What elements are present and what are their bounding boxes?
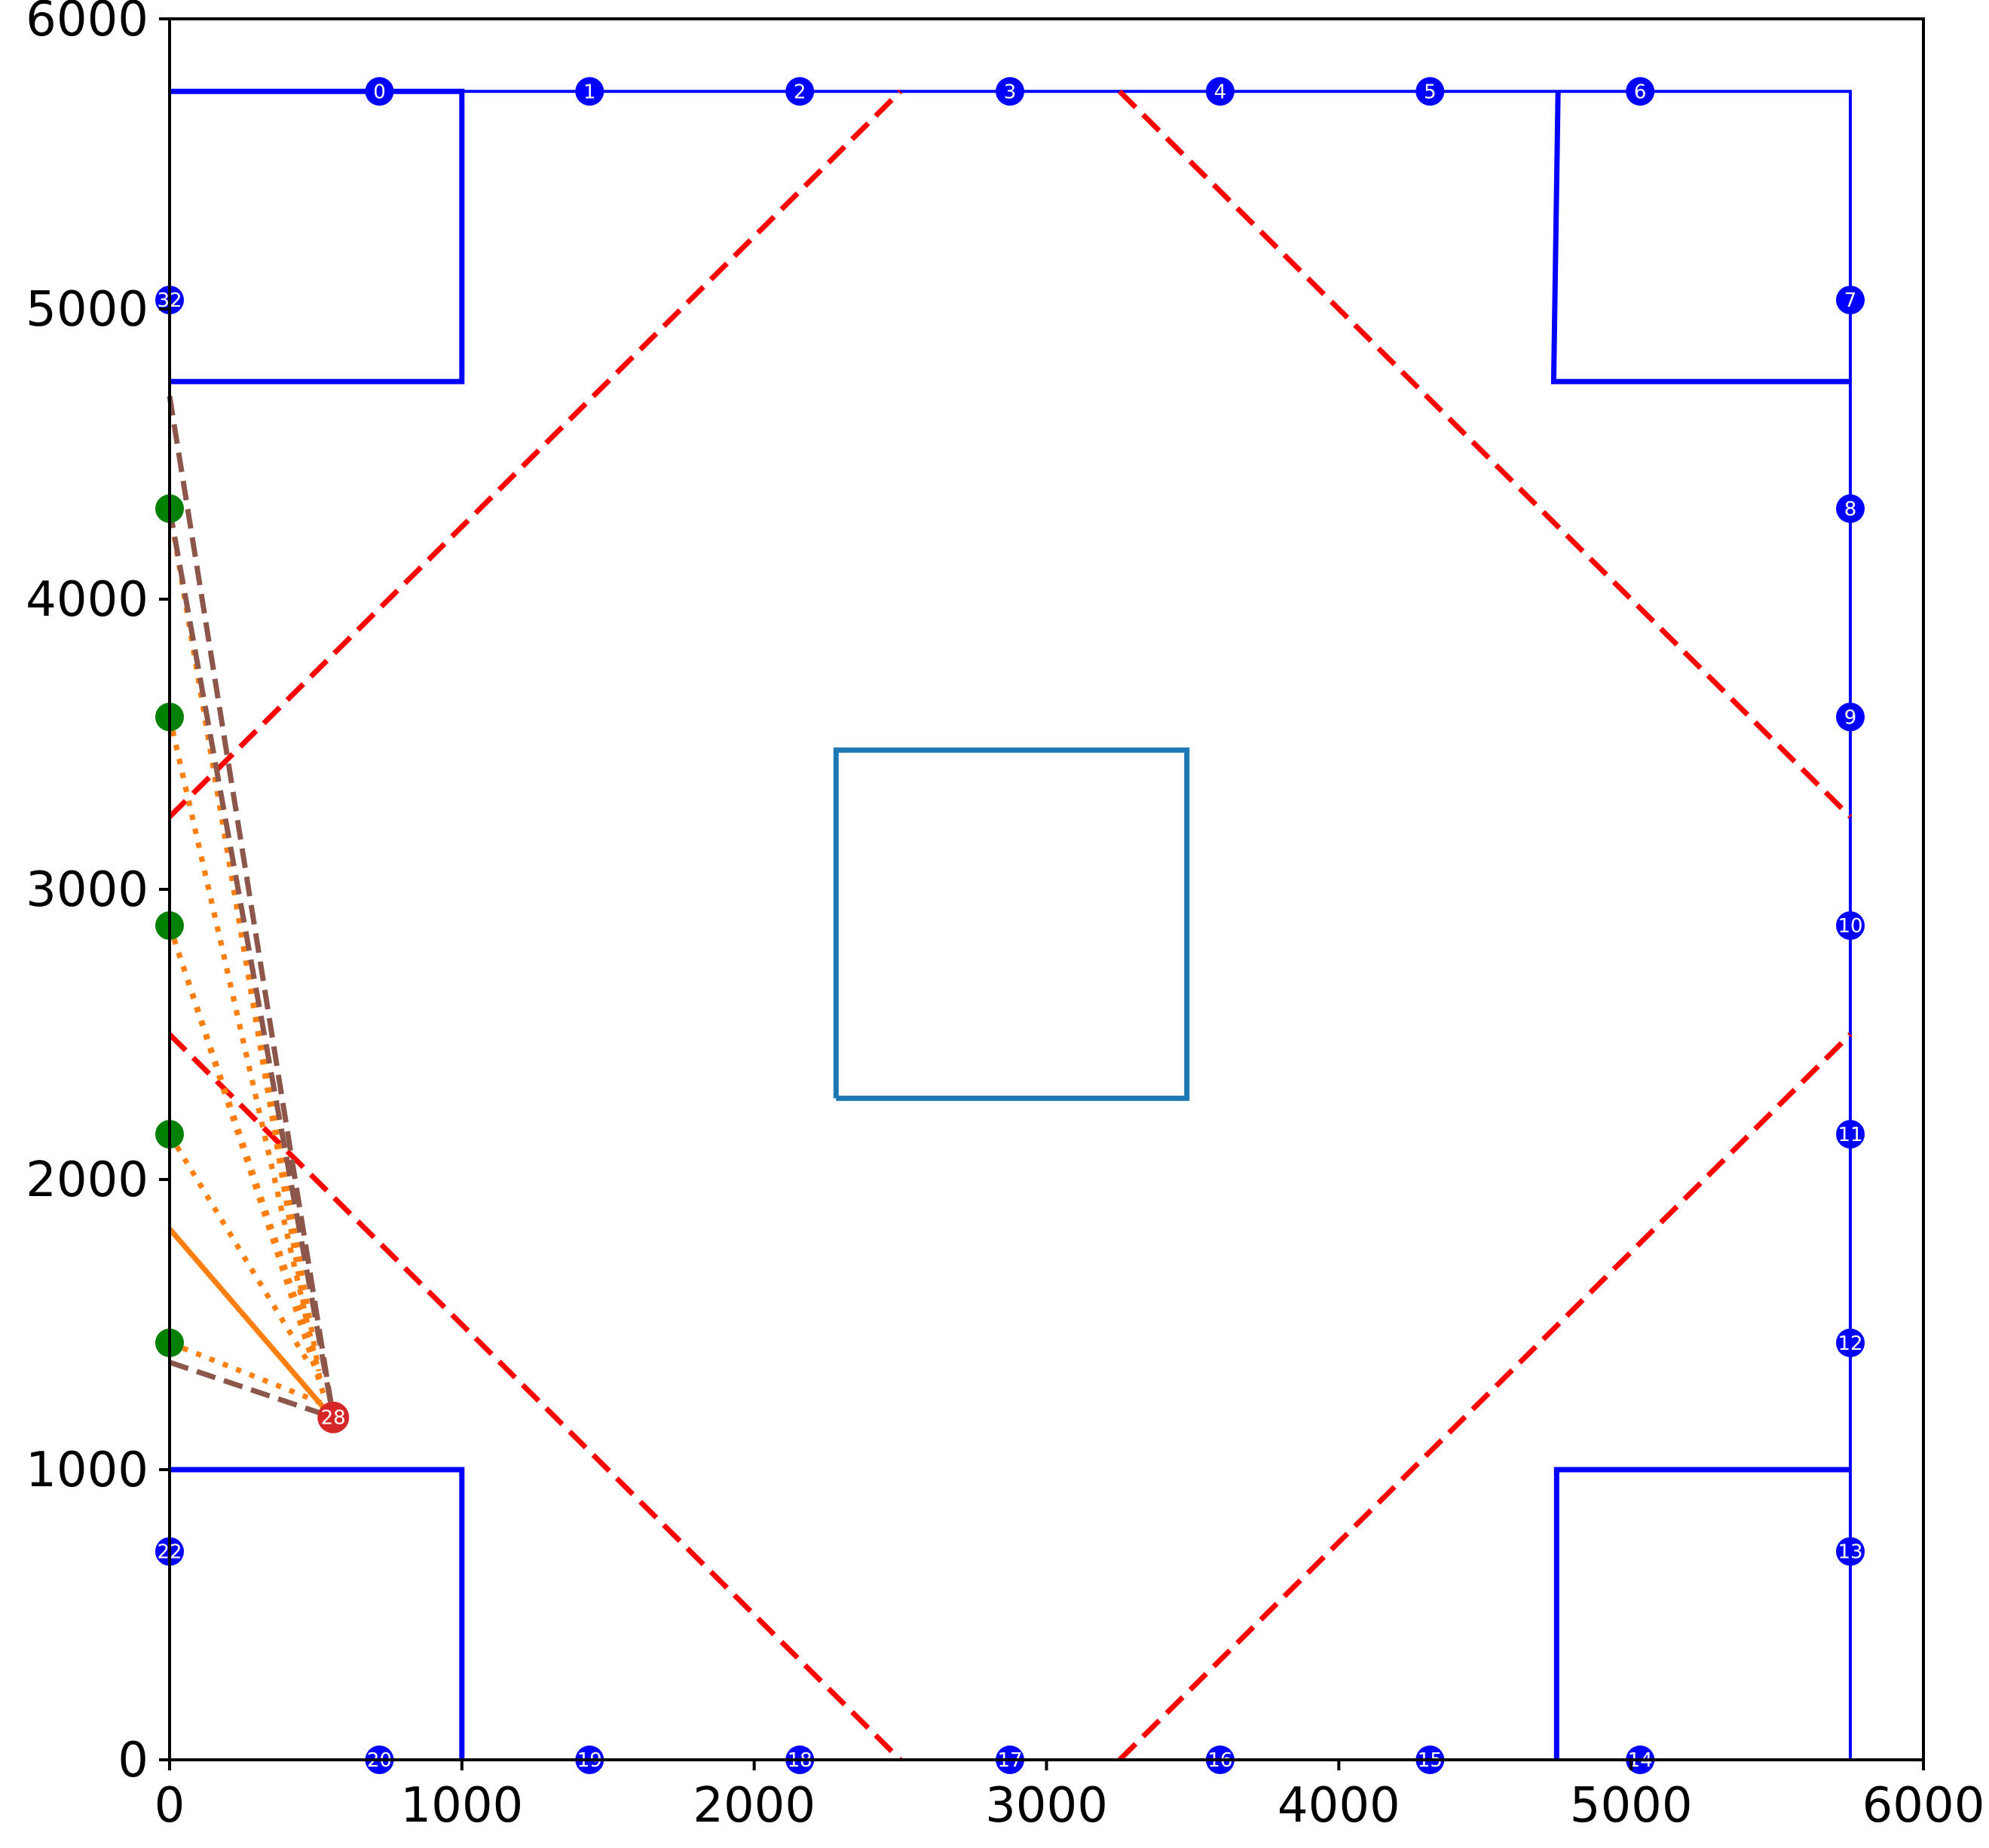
red-dashed-line-3 (1117, 1033, 1853, 1762)
x-tick-label-2: 2000 (693, 1778, 815, 1834)
node-marker-0 (365, 77, 394, 106)
node-marker-2 (785, 77, 815, 106)
node-label-13: 13 (1838, 1541, 1862, 1564)
node-marker-5 (1415, 77, 1445, 106)
y-tick-label-4: 4000 (26, 572, 148, 628)
node-label-6: 6 (1634, 81, 1647, 103)
x-tick-label-6: 6000 (1862, 1778, 1985, 1834)
center-obstacle (833, 747, 1190, 1101)
node-marker-1 (575, 77, 604, 106)
node-label-8: 8 (1844, 498, 1857, 521)
brown-dashed-path-2 (168, 1360, 335, 1421)
orange-dotted-path-5 (167, 925, 327, 1398)
brown-dashed-path-1 (167, 508, 336, 1418)
x-tick-label-5: 5000 (1570, 1778, 1693, 1834)
orange-solid-path-0 (167, 1227, 327, 1411)
node-label-0: 0 (373, 81, 386, 103)
node-label-4: 4 (1214, 81, 1227, 103)
corner-room-1 (1550, 91, 1850, 384)
node-label-7: 7 (1844, 289, 1857, 312)
orange-dotted-path-6 (167, 1133, 313, 1367)
node-marker-12 (1836, 1328, 1865, 1357)
y-tick-label-2: 2000 (26, 1152, 148, 1208)
orange-dotted-path-7 (168, 1340, 323, 1406)
node-marker-8 (1836, 494, 1865, 523)
orange-dotted-path-4 (167, 925, 319, 1360)
red-dashed-line-1 (1117, 89, 1853, 819)
x-tick-label-3: 3000 (985, 1778, 1108, 1834)
node-marker-9 (1836, 702, 1865, 732)
y-tick-label-6: 6000 (26, 0, 148, 47)
node-label-2: 2 (794, 81, 806, 103)
y-tick-label-1: 1000 (26, 1443, 148, 1498)
y-tick-label-5: 5000 (26, 282, 148, 338)
node-label-1: 1 (583, 81, 596, 103)
lines-layer (167, 89, 1853, 1762)
node-marker-13 (1836, 1537, 1865, 1566)
node-marker-6 (1626, 77, 1655, 106)
corner-room-0 (170, 88, 465, 384)
node-marker-7 (1836, 286, 1865, 315)
red-dashed-line-2 (167, 1033, 903, 1762)
axes-frame (168, 17, 1925, 1761)
node-label-11: 11 (1838, 1124, 1862, 1146)
axes-layer: 0 1000 2000 3000 4000 5000 6000010002000300040… (26, 0, 1984, 1834)
boundary-polygon (168, 90, 1852, 1761)
node-marker-4 (1205, 77, 1235, 106)
x-tick-label-1: 1000 (400, 1778, 523, 1834)
regions-layer (168, 88, 1852, 1761)
y-tick-label-0: 0 (118, 1733, 148, 1788)
red-dashed-line-0 (167, 89, 903, 819)
node-label-12: 12 (1838, 1332, 1862, 1355)
node-label-9: 9 (1844, 706, 1857, 729)
target-marker (317, 1401, 350, 1433)
target-label: 28 (321, 1407, 346, 1430)
corner-room-3 (1553, 1467, 1850, 1760)
orange-dotted-path-3 (167, 716, 325, 1387)
node-label-5: 5 (1424, 81, 1437, 103)
corner-room-2 (170, 1467, 465, 1760)
node-label-3: 3 (1004, 81, 1017, 103)
x-tick-label-0: 0 (155, 1778, 185, 1834)
node-marker-3 (996, 77, 1025, 106)
brown-dashed-path-0 (167, 395, 336, 1418)
node-marker-11 (1836, 1119, 1865, 1149)
x-tick-label-4: 4000 (1278, 1778, 1400, 1834)
node-label-10: 10 (1838, 915, 1862, 938)
orange-dotted-path-0 (167, 508, 310, 1326)
node-marker-10 (1836, 911, 1865, 941)
y-tick-label-3: 3000 (26, 862, 148, 918)
